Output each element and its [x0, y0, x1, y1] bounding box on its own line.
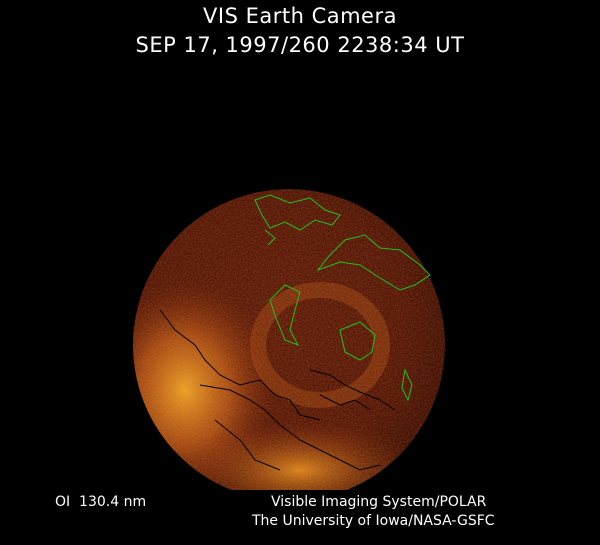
image-title: VIS Earth Camera: [203, 4, 397, 28]
coastlines-day: [254, 194, 431, 402]
coastlines-night: [159, 309, 396, 471]
instrument-label: Visible Imaging System/POLAR: [271, 494, 487, 510]
institution-label: The University of Iowa/NASA-GSFC: [252, 513, 495, 529]
wavelength-label: OI 130.4 nm: [55, 494, 147, 510]
image-timestamp: SEP 17, 1997/260 2238:34 UT: [135, 33, 465, 57]
